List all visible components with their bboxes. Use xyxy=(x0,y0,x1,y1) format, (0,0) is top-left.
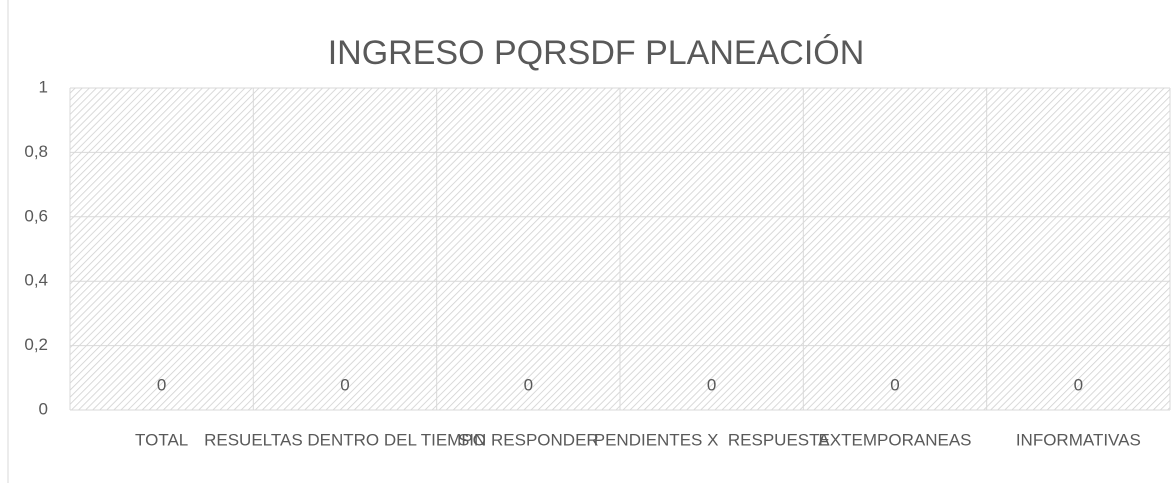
x-tick-label: SIN RESPONDER xyxy=(458,430,599,449)
data-label: 0 xyxy=(524,375,533,394)
x-tick-label: TOTAL xyxy=(135,430,188,449)
data-label: 0 xyxy=(1074,375,1083,394)
x-tick-label: EXTEMPORANEAS xyxy=(818,430,971,449)
data-label: 0 xyxy=(157,375,166,394)
y-tick-label: 0,2 xyxy=(24,335,48,354)
y-tick-label: 0 xyxy=(39,399,48,418)
x-tick-label: PENDIENTES X RESPUESTA xyxy=(594,430,831,449)
data-label: 0 xyxy=(707,375,716,394)
data-label: 0 xyxy=(890,375,899,394)
y-tick-label: 0,8 xyxy=(24,142,48,161)
data-label: 0 xyxy=(340,375,349,394)
y-tick-label: 1 xyxy=(39,77,48,96)
x-tick-label: RESUELTAS DENTRO DEL TIEMPO xyxy=(204,430,486,449)
x-tick-label: INFORMATIVAS xyxy=(1016,430,1141,449)
y-tick-label: 0,4 xyxy=(24,271,48,290)
y-tick-label: 0,6 xyxy=(24,206,48,225)
chart-title: INGRESO PQRSDF PLANEACIÓN xyxy=(328,34,865,72)
